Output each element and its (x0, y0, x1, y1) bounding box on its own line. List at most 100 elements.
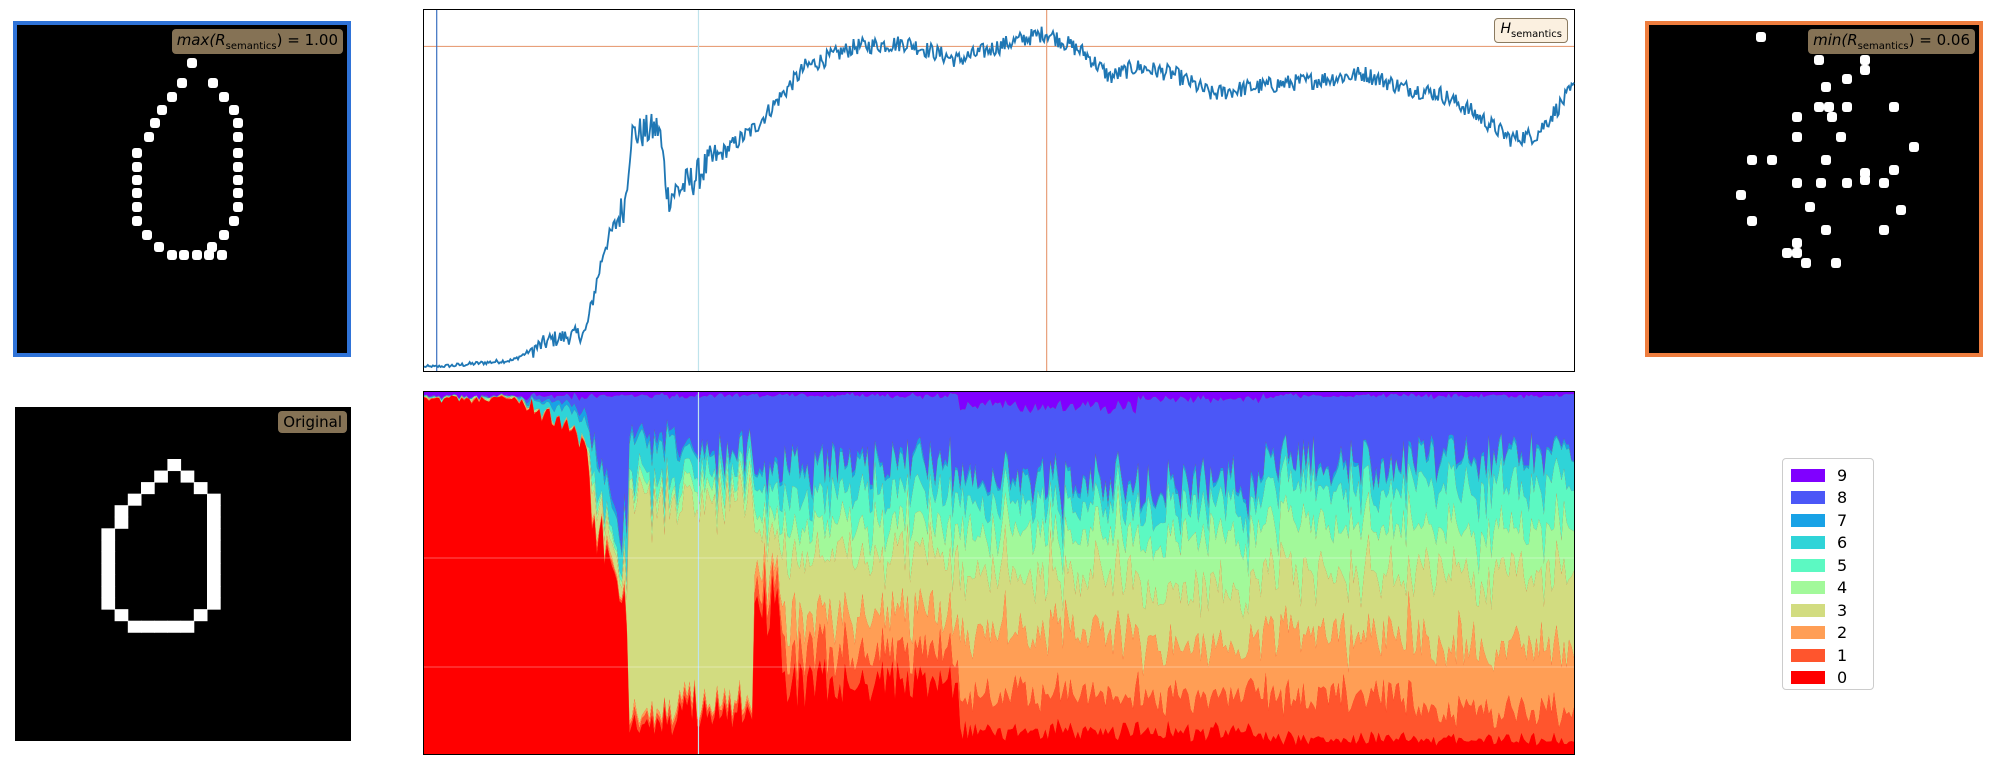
pixel-cell (101, 528, 116, 541)
pixel-dot (144, 132, 154, 142)
pixel-dot (1792, 238, 1802, 248)
pixel-dot (1801, 258, 1811, 268)
legend-entry-4: 4 (1791, 578, 1847, 598)
pixel-cell (114, 609, 129, 622)
legend-label: 0 (1837, 668, 1848, 687)
pixel-dot (154, 242, 164, 252)
pixel-cell (101, 586, 116, 599)
pixel-dot (233, 132, 243, 142)
pixel-cell (193, 482, 208, 495)
pixel-dot (233, 118, 243, 128)
pixel-dot (1747, 216, 1757, 226)
pixel-dot (192, 250, 202, 260)
pixel-dot (1896, 205, 1906, 215)
pixel-dot (219, 92, 229, 102)
pixel-dot (1821, 82, 1831, 92)
pixel-dot (132, 202, 142, 212)
pixel-dot (1842, 74, 1852, 84)
pixel-dot (233, 175, 243, 185)
legend-entry-9: 9 (1791, 465, 1847, 485)
pixel-dot (1879, 178, 1889, 188)
legend-swatch (1791, 581, 1825, 594)
max-semantics-badge: max(Rsemantics) = 1.00 (171, 29, 343, 54)
pixel-dot (1792, 178, 1802, 188)
pixel-dot (132, 175, 142, 185)
pixel-dot (233, 202, 243, 212)
pixel-dot (1831, 258, 1841, 268)
pixel-dot (233, 148, 243, 158)
pixel-dot (132, 148, 142, 158)
pixel-dot (157, 105, 167, 115)
legend-label: 2 (1837, 623, 1848, 642)
pixel-dot (1736, 190, 1746, 200)
legend-swatch (1791, 491, 1825, 504)
pixel-cell (207, 586, 221, 599)
pixel-cell (207, 505, 221, 518)
entropy-badge: Hsemantics (1494, 18, 1568, 43)
min-semantics-digit (1736, 32, 1919, 268)
legend-swatch (1791, 648, 1825, 662)
legend-swatch (1791, 468, 1825, 482)
pixel-cell (207, 528, 221, 541)
pixel-dot (1792, 112, 1802, 122)
legend-label: 1 (1837, 645, 1848, 665)
legend-swatch (1791, 536, 1825, 549)
legend-label: 8 (1837, 488, 1848, 507)
pixel-dot (233, 162, 243, 172)
pixel-cell (141, 482, 155, 495)
pixel-cell (180, 620, 195, 633)
legend-swatch (1791, 626, 1825, 639)
area-class-0 (424, 395, 1574, 754)
area-class-6 (424, 394, 1574, 584)
pixel-dot (204, 250, 214, 260)
pixel-dot (208, 78, 218, 88)
pixel-cell (101, 562, 116, 575)
pixel-dot (150, 118, 160, 128)
pixel-dot (1842, 178, 1852, 188)
pixel-cell (193, 609, 208, 622)
pixel-dot (1792, 132, 1802, 142)
area-class-2 (424, 394, 1574, 730)
area-class-4 (424, 394, 1574, 619)
pixel-dot (233, 188, 243, 198)
pixel-cell (127, 620, 142, 633)
legend-entry-8: 8 (1791, 488, 1847, 508)
pixel-dot (142, 230, 152, 240)
pixel-cell (207, 516, 221, 529)
area-class-8 (424, 392, 1574, 551)
legend-entry-5: 5 (1791, 555, 1847, 575)
pixel-dot (1836, 132, 1846, 142)
pixel-dot (1767, 155, 1777, 165)
area-class-9 (424, 392, 1574, 414)
pixel-cell (207, 562, 221, 575)
pixel-dot (1860, 175, 1870, 185)
pixel-cell (114, 505, 129, 518)
pixel-dot (132, 216, 142, 226)
legend-entry-1: 1 (1791, 645, 1847, 665)
pixel-dot (229, 216, 239, 226)
pixel-cell (114, 516, 129, 529)
pixel-dot (1879, 225, 1889, 235)
pixel-dot (1747, 155, 1757, 165)
pixel-cell (141, 620, 155, 633)
pixel-dot (1821, 225, 1831, 235)
entropy-series-line (423, 26, 1575, 369)
pixel-cell (207, 597, 221, 610)
pixel-dot (1889, 102, 1899, 112)
pixel-cell (154, 620, 168, 633)
pixel-dot (207, 242, 217, 252)
pixel-dot (1860, 65, 1870, 75)
legend-label: 6 (1837, 533, 1848, 552)
legend-swatch (1791, 671, 1825, 684)
pixel-dot (1821, 155, 1831, 165)
legend-entry-3: 3 (1791, 600, 1847, 620)
legend-swatch (1791, 603, 1825, 617)
pixel-dot (1814, 55, 1824, 65)
min-semantics-image: min(Rsemantics) = 0.06 (1645, 21, 1983, 357)
legend-entry-6: 6 (1791, 533, 1847, 553)
legend-entry-2: 2 (1791, 623, 1847, 643)
legend-entry-0: 0 (1791, 668, 1847, 688)
pixel-dot (229, 105, 239, 115)
legend-entry-7: 7 (1791, 510, 1847, 530)
pixel-dot (167, 250, 177, 260)
